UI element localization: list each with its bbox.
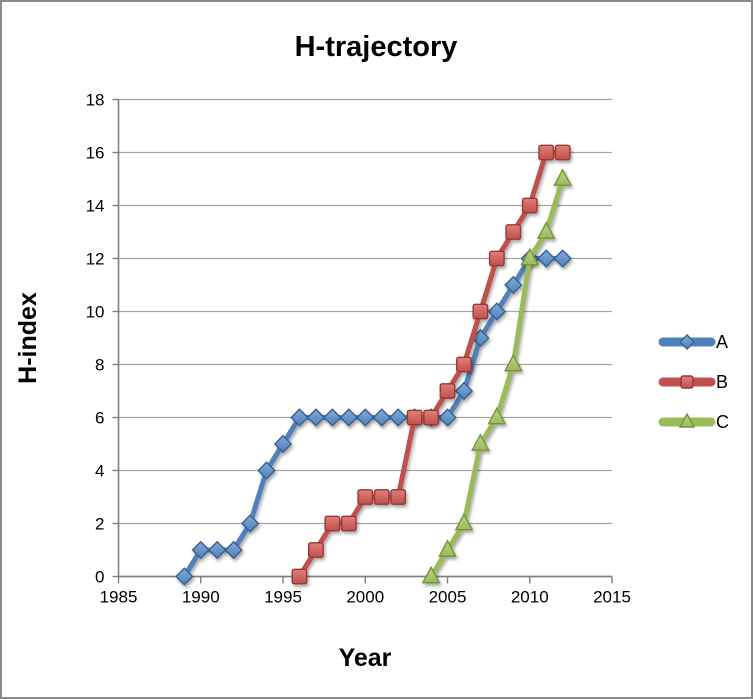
series-C-point (471, 433, 490, 451)
series-C-point (438, 539, 457, 557)
legend-item-A: A (658, 332, 728, 352)
series-B-point (488, 250, 505, 267)
series-B-point (308, 542, 324, 558)
series-B-point (291, 568, 308, 585)
series-C-point (503, 353, 523, 372)
series-A-point (191, 540, 210, 560)
series-C-point (520, 247, 540, 266)
series-C-point (487, 406, 507, 425)
y-tick-label: 2 (95, 515, 104, 534)
series-B-point (538, 144, 555, 161)
x-tick-label: 1990 (182, 588, 220, 607)
legend-marker-triangle-icon (678, 412, 696, 428)
data-series (175, 144, 573, 586)
series-A-point (208, 540, 227, 560)
legend-marker-diamond-icon (679, 334, 695, 350)
series-B-point (423, 409, 439, 426)
series-A-point (323, 408, 342, 427)
y-axis-title: H-index (14, 292, 42, 384)
y-tick-label: 16 (86, 144, 105, 163)
legend-item-B: B (658, 372, 728, 392)
tick-labels: 0 2 4 6 8 10 12 14 16 18 1985 1990 1995 2000 2005 2010 2… (86, 91, 631, 607)
legend-label-A: A (716, 332, 728, 352)
series-A-point (553, 249, 572, 268)
x-tick-label: 2010 (511, 588, 549, 607)
series-A-point (224, 540, 243, 560)
series-A-point (504, 275, 523, 295)
series-B (291, 144, 571, 585)
series-A-point (175, 567, 194, 586)
series-B-point (505, 224, 522, 240)
legend-marker-square-icon (680, 375, 694, 389)
legend: ABC (658, 332, 729, 432)
x-axis-title: Year (339, 644, 392, 672)
series-B-point (324, 515, 341, 532)
x-tick-label: 1995 (264, 588, 302, 607)
x-tick-label: 2005 (429, 588, 467, 607)
series-B-point (357, 489, 374, 505)
y-tick-label: 6 (95, 409, 104, 428)
series-A-point (240, 514, 260, 533)
series-C-point (536, 221, 556, 239)
legend-label-B: B (716, 372, 728, 392)
x-tick-label: 2015 (593, 588, 631, 607)
y-tick-label: 18 (86, 91, 105, 110)
series-C-point (553, 168, 573, 186)
series-B-point (373, 489, 390, 505)
x-tick-label: 1985 (100, 588, 138, 607)
series-C (421, 168, 573, 584)
series-A-point (537, 249, 556, 268)
series-A-point (339, 408, 358, 427)
chart-title: H-trajectory (295, 31, 458, 63)
series-B-point (390, 489, 407, 505)
series-A-point (273, 434, 293, 454)
y-tick-label: 8 (95, 356, 104, 375)
series-A-point (306, 408, 326, 427)
series-C-point (454, 512, 474, 531)
series-A-point (454, 381, 474, 401)
series-A-point (356, 408, 375, 427)
series-B-point (521, 197, 538, 214)
x-tick-label: 2000 (346, 588, 384, 607)
axes (112, 98, 613, 584)
series-A-point (487, 302, 507, 321)
y-tick-label: 4 (95, 462, 104, 481)
series-A-point (438, 408, 457, 427)
y-tick-label: 10 (86, 303, 105, 322)
series-B-point (406, 409, 423, 426)
series-B-point (472, 303, 489, 320)
y-tick-label: 14 (86, 197, 105, 216)
series-A-point (388, 408, 408, 427)
series-A-point (257, 461, 276, 480)
y-tick-label: 12 (86, 250, 105, 269)
series-B-point (340, 515, 357, 532)
legend-item-C: C (658, 412, 729, 432)
series-B-point (456, 356, 472, 373)
y-tick-label: 0 (95, 568, 104, 587)
legend-label-C: C (716, 412, 729, 432)
gridlines (118, 98, 612, 525)
series-C-point (421, 565, 441, 584)
series-A-point (290, 408, 309, 427)
series-A-point (372, 408, 391, 427)
series-B-point (554, 144, 571, 161)
series-B-point (439, 383, 456, 399)
